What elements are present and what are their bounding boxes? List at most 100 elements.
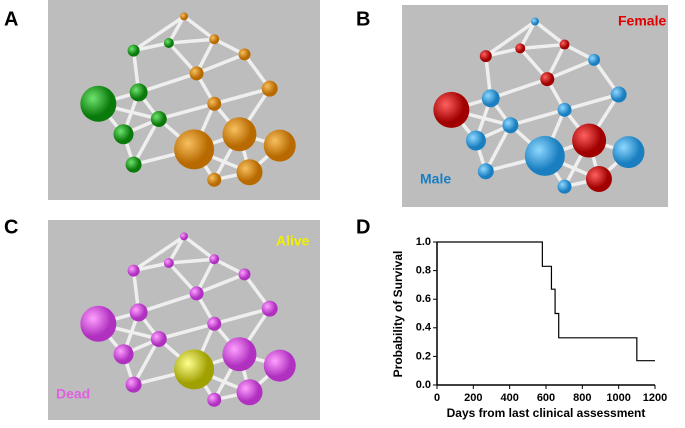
node: [209, 254, 220, 265]
x-tick-label: 200: [464, 392, 482, 404]
node: [479, 50, 492, 63]
node: [465, 130, 486, 151]
panel-letter: B: [356, 8, 370, 30]
edge: [546, 58, 595, 81]
edge: [182, 235, 216, 261]
node: [125, 156, 142, 173]
node: [207, 316, 222, 331]
survival-plot: 0.0 0.2 0.4 0.6 0.8 1.0 0 200 400 600 800 1000 1200: [416, 236, 668, 404]
edge: [195, 52, 246, 76]
node: [531, 17, 539, 26]
panel-letter: C: [4, 216, 18, 238]
edge: [158, 322, 215, 341]
node: [163, 38, 174, 48]
node: [129, 303, 148, 322]
node: [238, 268, 251, 281]
panel-letter: A: [4, 8, 18, 30]
edge: [133, 261, 170, 273]
x-tick-label: 800: [573, 392, 591, 404]
node: [477, 163, 494, 180]
node: [113, 344, 134, 365]
node: [610, 86, 627, 103]
edge: [213, 86, 271, 106]
node: [174, 349, 215, 390]
edge: [133, 41, 170, 53]
node: [433, 91, 470, 128]
node: [174, 129, 215, 170]
edge: [168, 257, 215, 265]
y-tick-label: 1.0: [416, 236, 431, 248]
y-tick-label: 0.2: [416, 350, 431, 362]
node: [572, 123, 607, 158]
edge: [167, 15, 186, 44]
node: [127, 44, 140, 57]
x-tick-label: 1000: [606, 392, 630, 404]
node: [80, 85, 117, 122]
edge: [490, 77, 548, 100]
survival-curve: [437, 241, 655, 362]
node: [612, 136, 645, 169]
node: [222, 117, 257, 152]
node: [481, 89, 500, 108]
node: [80, 305, 117, 342]
edge: [138, 71, 198, 95]
node: [238, 48, 251, 61]
x-tick-label: 1200: [643, 392, 667, 404]
node: [515, 43, 526, 54]
node: [236, 379, 263, 406]
x-axis-title: Days from last clinical assessment: [447, 406, 646, 420]
node: [588, 53, 601, 66]
node: [209, 34, 220, 45]
edge: [138, 291, 198, 315]
node: [129, 83, 148, 102]
network-label: Female: [618, 13, 666, 29]
network-label: Dead: [56, 386, 90, 402]
edge: [533, 20, 566, 46]
y-tick-label: 0.6: [416, 293, 431, 305]
node: [125, 376, 142, 393]
node: [127, 264, 140, 277]
edge: [195, 272, 246, 296]
y-tick-label: 0.8: [416, 265, 431, 277]
edge: [132, 234, 185, 273]
edge: [564, 92, 620, 112]
edge: [168, 37, 215, 45]
edge: [182, 15, 216, 41]
node: [261, 300, 278, 317]
edge: [132, 338, 161, 386]
node: [263, 129, 296, 162]
node: [540, 72, 555, 87]
x-tick-label: 400: [500, 392, 518, 404]
panel-letter: D: [356, 216, 370, 238]
y-axis-title: Probability of Survival: [391, 251, 405, 378]
node: [150, 331, 167, 347]
edge: [213, 306, 271, 326]
node: [585, 165, 612, 192]
node: [189, 286, 204, 301]
node: [180, 232, 188, 241]
network-label: Male: [420, 171, 451, 187]
edge: [158, 102, 215, 121]
networks: [80, 12, 645, 407]
node: [236, 159, 263, 186]
edge: [484, 124, 512, 173]
y-tick-label: 0.4: [416, 322, 432, 334]
node: [502, 117, 519, 134]
node: [150, 111, 167, 127]
x-tick-label: 600: [537, 392, 555, 404]
y-tick-label: 0.0: [416, 379, 431, 391]
node: [207, 96, 222, 111]
x-tick-label: 0: [434, 392, 440, 404]
node: [557, 179, 572, 194]
node: [113, 124, 134, 145]
node: [261, 80, 278, 97]
node: [263, 349, 296, 382]
edge: [132, 14, 185, 53]
edge: [518, 20, 537, 50]
node: [207, 392, 222, 407]
node: [180, 12, 188, 21]
edge: [132, 118, 161, 166]
node: [163, 258, 174, 268]
node: [559, 39, 570, 50]
